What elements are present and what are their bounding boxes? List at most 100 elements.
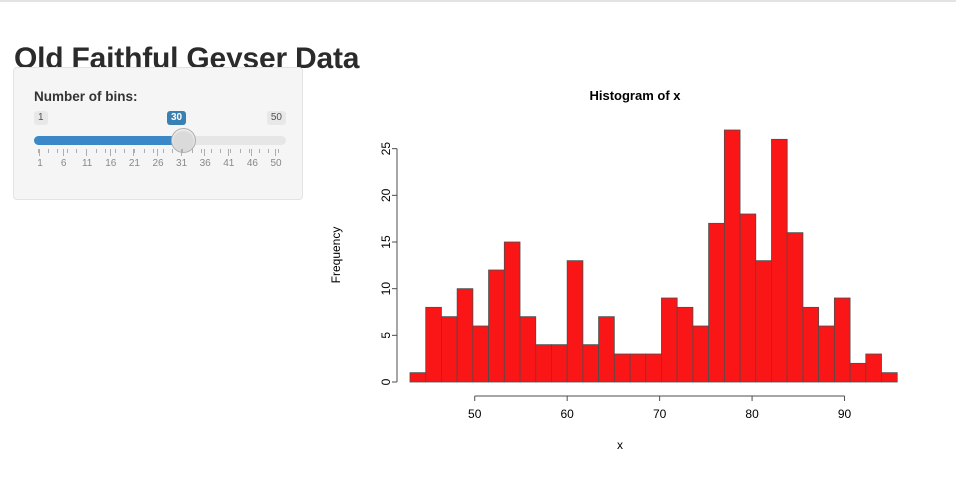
slider-tick — [134, 149, 135, 153]
slider-tick-label: 41 — [223, 158, 235, 169]
slider-tick-label: 46 — [246, 158, 258, 169]
slider-max-value: 50 — [266, 111, 286, 125]
slider-tick-major — [180, 149, 182, 156]
slider-tick-label: 11 — [81, 158, 93, 169]
y-axis-tick-label: 20 — [379, 188, 393, 202]
slider-tick — [278, 149, 279, 153]
slider-fill — [34, 136, 182, 145]
plot-canvas: 0 5 10 15 20 25 50 60 70 80 90 — [379, 129, 898, 421]
histogram-bar — [676, 306, 694, 383]
histogram-bar — [409, 372, 427, 383]
slider-tick — [249, 149, 251, 153]
slider-tick-major — [109, 149, 111, 156]
x-axis-tick-label: 80 — [745, 407, 759, 421]
histogram-bar — [865, 353, 882, 383]
histogram-bar — [849, 362, 867, 383]
histogram-bar — [519, 316, 537, 383]
slider-tick-label: 50 — [270, 158, 282, 169]
slider-label: Number of bins: — [34, 89, 138, 104]
histogram-bar — [441, 316, 458, 383]
slider-tick — [210, 149, 212, 153]
slider-tick — [182, 149, 183, 153]
y-axis-tick-label: 0 — [379, 378, 393, 385]
slider-tick-label: 31 — [176, 158, 188, 169]
x-axis-tick-label: 90 — [838, 407, 852, 421]
histogram-bar — [598, 316, 615, 383]
x-axis-tick-label: 70 — [653, 407, 667, 421]
histogram-bar — [723, 129, 741, 383]
slider-tick — [172, 149, 174, 153]
x-axis-label: x — [617, 438, 623, 452]
histogram-bar — [535, 344, 552, 383]
slider-tick — [95, 149, 97, 153]
slider-tick — [162, 149, 164, 153]
x-axis-tick-label: 50 — [468, 407, 482, 421]
histogram-bar — [425, 306, 442, 383]
slider-handle[interactable] — [171, 128, 196, 153]
histogram-bar — [881, 372, 898, 383]
slider-tick — [239, 149, 241, 153]
plot-title: Histogram of x — [589, 88, 681, 103]
sidebar-panel: Number of bins: 1 30 50 1 6 11 16 21 26 31 36 41… — [13, 67, 303, 200]
histogram-bar — [771, 138, 788, 383]
slider-tick-major — [157, 149, 158, 156]
top-divider — [0, 0, 956, 2]
histogram-bar — [629, 353, 647, 383]
bins-slider[interactable]: 1 30 50 1 6 11 16 21 26 31 36 41 46 50 — [34, 111, 286, 181]
slider-tick-major — [86, 149, 88, 156]
x-axis-tick-label: 60 — [560, 407, 574, 421]
histogram-bar — [755, 260, 772, 383]
histogram-bar — [692, 325, 710, 383]
slider-tick-label: 26 — [152, 158, 164, 169]
slider-track[interactable] — [34, 136, 286, 145]
y-axis-tick-label: 25 — [379, 142, 393, 156]
histogram-bar — [503, 241, 521, 383]
slider-tick-major — [62, 149, 64, 156]
slider-tick-major — [227, 149, 229, 156]
histogram-bar — [661, 297, 678, 383]
histogram-bar — [833, 297, 851, 383]
slider-tick-label: 21 — [128, 158, 140, 169]
slider-tick — [191, 149, 193, 153]
slider-tick — [230, 149, 231, 153]
slider-tick-major — [275, 149, 276, 156]
slider-tick — [153, 149, 155, 153]
slider-tick — [57, 149, 59, 153]
slider-tick-label: 1 — [37, 158, 43, 169]
y-axis-tick-label: 15 — [379, 235, 393, 249]
histogram-bar — [456, 288, 474, 383]
slider-tick-major — [251, 149, 253, 156]
histogram-bar — [708, 222, 725, 383]
histogram-bar — [488, 269, 505, 383]
slider-tick — [105, 149, 107, 153]
histogram-bar — [739, 213, 757, 383]
histogram-bar — [786, 232, 804, 383]
slider-tick-label: 6 — [60, 158, 67, 169]
histogram-bar — [566, 260, 584, 383]
histogram-bar — [582, 344, 600, 383]
slider-tick-major — [133, 149, 135, 156]
y-axis-tick-label: 5 — [379, 332, 393, 339]
histogram-bar — [818, 325, 835, 383]
slider-tick — [66, 149, 68, 153]
slider-tick-label: 16 — [105, 158, 117, 169]
slider-tick-marks — [34, 149, 286, 156]
slider-tick — [47, 149, 49, 153]
y-axis-tick-label: 10 — [379, 282, 393, 296]
histogram-bar — [472, 325, 489, 383]
slider-tick — [268, 149, 270, 153]
slider-tick — [258, 149, 260, 153]
slider-tick — [143, 149, 145, 153]
slider-tick — [220, 149, 222, 153]
histogram-bar — [613, 353, 631, 383]
slider-current-value: 30 — [167, 111, 187, 125]
slider-tick — [124, 149, 126, 153]
slider-tick-labels: 1 6 11 16 21 26 31 36 41 46 50 — [34, 158, 286, 172]
slider-tick-major — [39, 149, 40, 156]
histogram-bar — [551, 344, 568, 383]
histogram-bar — [802, 306, 820, 383]
histogram-bar — [645, 353, 662, 383]
slider-min-value: 1 — [34, 111, 48, 125]
slider-tick — [201, 149, 203, 153]
slider-tick — [114, 149, 116, 153]
